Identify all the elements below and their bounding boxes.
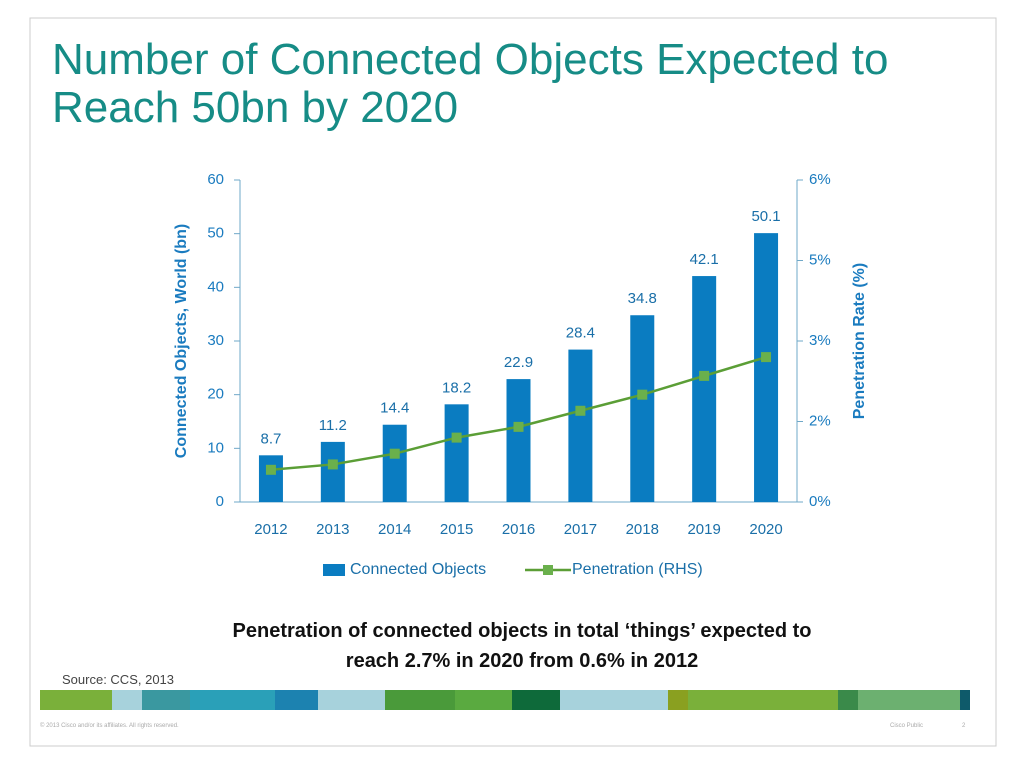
y2-tick-label: 2%: [809, 412, 831, 429]
data-label: 34.8: [628, 290, 657, 307]
y2-tick-label: 3%: [809, 332, 831, 349]
line-marker: [699, 370, 710, 381]
data-label: 50.1: [751, 208, 780, 225]
x-tick-label: 2015: [440, 521, 473, 538]
bar: [320, 441, 345, 502]
chart-title: Number of Connected Objects Expected to …: [52, 35, 889, 132]
x-tick-label: 2018: [626, 521, 659, 538]
line-marker: [513, 421, 524, 432]
bar: [568, 349, 593, 502]
bar: [630, 315, 655, 502]
y2-axis-label: Penetration Rate (%): [851, 263, 868, 419]
y2-tick-label: 5%: [809, 251, 831, 268]
x-tick-label: 2016: [502, 521, 535, 538]
bar: [382, 424, 407, 502]
bar: [754, 233, 779, 502]
bar: [258, 455, 283, 502]
data-label: 28.4: [566, 325, 595, 342]
bar: [692, 276, 717, 502]
y-tick-label: 60: [207, 171, 224, 188]
y2-tick-label: 0%: [809, 493, 831, 510]
y-tick-label: 30: [207, 332, 224, 349]
line-marker: [327, 459, 338, 470]
data-label: 42.1: [690, 251, 719, 268]
data-label: 8.7: [261, 430, 282, 447]
y-tick-label: 10: [207, 439, 224, 456]
line-marker: [451, 432, 462, 443]
data-label: 14.4: [380, 400, 409, 417]
y2-tick-label: 6%: [809, 171, 831, 188]
y-tick-label: 0: [216, 493, 224, 510]
y-tick-label: 40: [207, 278, 224, 295]
bar: [506, 379, 531, 502]
legend-swatch: [323, 564, 345, 576]
color-strip: [40, 690, 970, 710]
x-tick-label: 2019: [687, 521, 720, 538]
source: Source: CCS, 2013: [62, 672, 175, 687]
classification: Cisco Public: [890, 723, 924, 729]
x-tick-label: 2013: [316, 521, 349, 538]
line-marker: [575, 405, 586, 416]
x-tick-label: 2017: [564, 521, 597, 538]
copyright: © 2013 Cisco and/or its affiliates. All …: [40, 723, 179, 729]
y-tick-label: 20: [207, 386, 224, 403]
bar: [444, 404, 469, 502]
data-label: 22.9: [504, 354, 533, 371]
y-axis-label: Connected Objects, World (bn): [173, 224, 190, 458]
line-marker: [761, 352, 772, 363]
line-marker: [637, 389, 648, 400]
legend-label: Penetration (RHS): [572, 561, 703, 578]
data-label: 11.2: [319, 417, 347, 434]
line-marker: [389, 448, 400, 459]
data-label: 18.2: [442, 379, 471, 396]
page-number: 2: [962, 723, 966, 729]
x-tick-label: 2012: [254, 521, 287, 538]
x-tick-label: 2020: [749, 521, 782, 538]
line-marker: [265, 464, 276, 475]
y-tick-label: 50: [207, 225, 224, 242]
legend-label: Connected Objects: [350, 561, 486, 578]
annotation: Penetration of connected objects in tota…: [232, 620, 812, 672]
x-tick-label: 2014: [378, 521, 411, 538]
legend-marker: [543, 565, 553, 575]
